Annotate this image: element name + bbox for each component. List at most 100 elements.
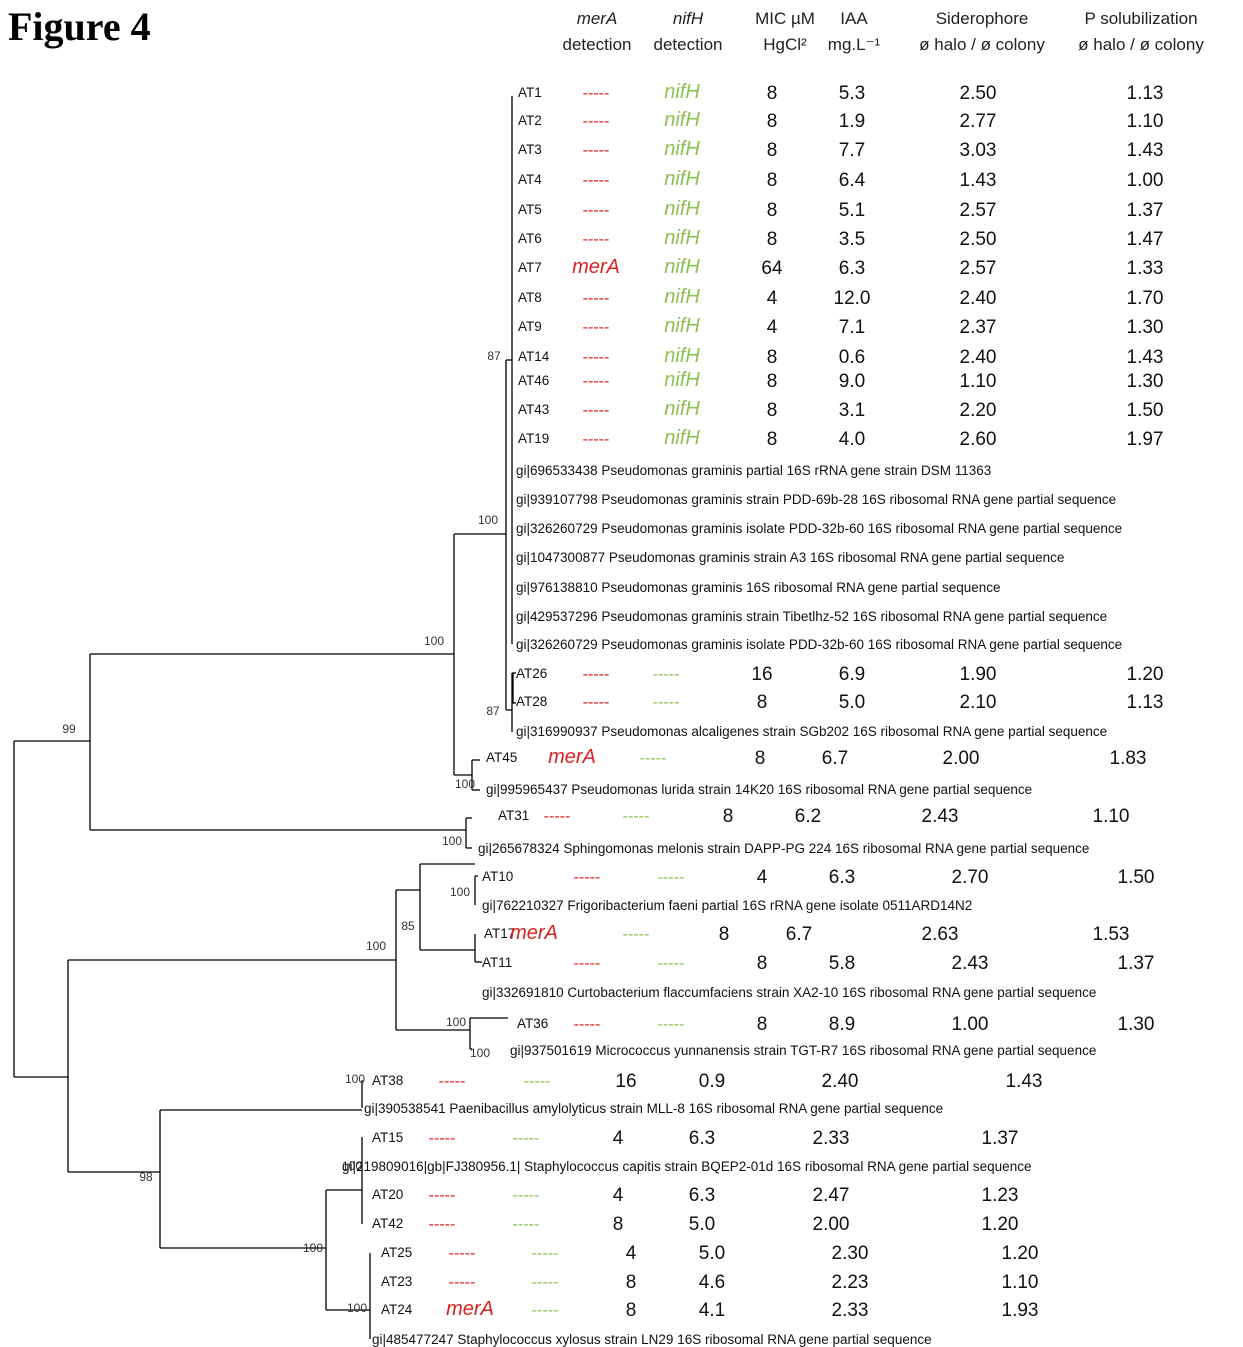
p-solubilization-value: 1.10	[1002, 1272, 1039, 1293]
column-headers: merA detection nifH detection MIC µM HgCl² IAA…	[563, 9, 1205, 54]
leaf-label: AT36	[517, 1016, 548, 1031]
header-iaa-line1: IAA	[840, 9, 868, 28]
bootstrap-value: 85	[401, 919, 415, 933]
iaa-value: 7.1	[839, 317, 865, 338]
siderophore-value: 2.50	[960, 229, 997, 250]
siderophore-value: 2.43	[922, 806, 959, 827]
iaa-value: 5.0	[689, 1214, 715, 1235]
mera-absent: -----	[583, 694, 610, 711]
mic-value: 16	[615, 1071, 636, 1092]
siderophore-value: 1.10	[960, 371, 997, 392]
leaf-label: gi|976138810 Pseudomonas graminis 16S ri…	[516, 580, 1001, 595]
mera-absent: -----	[583, 142, 610, 159]
bootstrap-value: 100	[347, 1301, 367, 1315]
iaa-value: 6.7	[786, 924, 812, 945]
nifh-absent: -----	[513, 1216, 540, 1233]
mic-value: 4	[613, 1185, 624, 1206]
nifh-detected: nifH	[664, 315, 700, 337]
mic-value: 8	[767, 429, 778, 450]
iaa-value: 3.5	[839, 229, 865, 250]
bootstrap-value: 98	[139, 1170, 153, 1184]
nifh-detected: nifH	[664, 81, 700, 103]
leaf-row: gi|219809016|gb|FJ380956.1| Staphylococc…	[342, 1159, 1031, 1174]
mic-value: 8	[613, 1214, 624, 1235]
header-phos-line2: ø halo / ø colony	[1078, 35, 1204, 54]
mera-absent: -----	[583, 349, 610, 366]
iaa-value: 3.1	[839, 400, 865, 421]
mic-value: 8	[757, 1014, 768, 1035]
iaa-value: 5.8	[829, 953, 855, 974]
mic-value: 4	[613, 1128, 624, 1149]
mera-absent: -----	[583, 431, 610, 448]
mera-absent: -----	[583, 202, 610, 219]
leaf-label: gi|995965437 Pseudomonas lurida strain 1…	[486, 782, 1032, 797]
mic-value: 8	[767, 111, 778, 132]
nifh-absent: -----	[658, 869, 685, 886]
tree-branches	[13, 96, 516, 1339]
header-sid-line1: Siderophore	[936, 9, 1029, 28]
leaf-row: gi|429537296 Pseudomonas graminis strain…	[516, 609, 1107, 624]
leaf-row: AT11 ----- ----- 8 5.8 2.43 1.37	[482, 953, 1154, 974]
p-solubilization-value: 1.43	[1127, 140, 1164, 161]
leaf-label: AT6	[518, 231, 542, 246]
leaf-row: AT19 ----- nifH 8 4.0 2.60 1.97	[518, 427, 1163, 450]
nifh-absent: -----	[653, 666, 680, 683]
leaf-label: AT23	[381, 1274, 412, 1289]
siderophore-value: 2.23	[832, 1272, 869, 1293]
mera-absent: -----	[583, 290, 610, 307]
mera-detected: merA	[572, 256, 620, 278]
siderophore-value: 2.60	[960, 429, 997, 450]
bootstrap-value: 100	[455, 777, 475, 791]
mera-absent: -----	[583, 172, 610, 189]
nifh-absent: -----	[532, 1302, 559, 1319]
iaa-value: 6.2	[795, 806, 821, 827]
p-solubilization-value: 1.30	[1127, 317, 1164, 338]
leaf-label: AT1	[518, 85, 542, 100]
siderophore-value: 1.00	[952, 1014, 989, 1035]
leaf-label: gi|390538541 Paenibacillus amylolyticus …	[364, 1101, 943, 1116]
leaf-label: gi|326260729 Pseudomonas graminis isolat…	[516, 637, 1122, 652]
mic-value: 8	[767, 371, 778, 392]
mera-absent: -----	[583, 85, 610, 102]
p-solubilization-value: 1.43	[1127, 347, 1164, 368]
mera-absent: -----	[583, 319, 610, 336]
iaa-value: 6.9	[839, 664, 865, 685]
leaf-label: AT17	[484, 926, 515, 941]
p-solubilization-value: 1.50	[1118, 867, 1155, 888]
iaa-value: 0.9	[699, 1071, 725, 1092]
iaa-value: 6.3	[689, 1185, 715, 1206]
mera-detected: merA	[446, 1298, 494, 1320]
bootstrap-value: 100	[424, 634, 444, 648]
leaf-row: AT14 ----- nifH 8 0.6 2.40 1.43	[518, 345, 1163, 368]
header-mic-line2: HgCl²	[763, 35, 807, 54]
mic-value: 64	[761, 258, 783, 279]
bootstrap-value: 100	[366, 939, 386, 953]
header-nifh-line1: nifH	[673, 9, 704, 28]
siderophore-value: 2.40	[822, 1071, 859, 1092]
leaf-row: AT4 ----- nifH 8 6.4 1.43 1.00	[518, 168, 1163, 191]
leaf-row: AT10 ----- ----- 4 6.3 2.70 1.50	[482, 867, 1154, 888]
nifh-detected: nifH	[664, 345, 700, 367]
siderophore-value: 2.77	[960, 111, 997, 132]
nifh-detected: nifH	[664, 256, 700, 278]
leaf-label: gi|696533438 Pseudomonas graminis partia…	[516, 463, 991, 478]
leaf-label: gi|332691810 Curtobacterium flaccumfacie…	[482, 985, 1096, 1000]
nifh-detected: nifH	[664, 286, 700, 308]
leaf-row: AT3 ----- nifH 8 7.7 3.03 1.43	[518, 138, 1163, 161]
siderophore-value: 2.57	[960, 200, 997, 221]
leaf-row: AT15 ----- ----- 4 6.3 2.33 1.37	[372, 1128, 1018, 1149]
leaf-label: AT45	[486, 750, 517, 765]
p-solubilization-value: 1.20	[1002, 1243, 1039, 1264]
leaf-row: AT7 merA nifH 64 6.3 2.57 1.33	[518, 256, 1163, 279]
siderophore-value: 1.43	[960, 170, 997, 191]
siderophore-value: 2.50	[960, 83, 997, 104]
nifh-absent: -----	[658, 1016, 685, 1033]
siderophore-value: 2.33	[832, 1300, 869, 1321]
p-solubilization-value: 1.47	[1127, 229, 1164, 250]
leaf-row: AT1 ----- nifH 8 5.3 2.50 1.13	[518, 81, 1163, 104]
mic-value: 8	[626, 1300, 637, 1321]
siderophore-value: 2.47	[813, 1185, 850, 1206]
leaf-row: AT46 ----- nifH 8 9.0 1.10 1.30	[518, 369, 1163, 392]
iaa-value: 6.3	[689, 1128, 715, 1149]
leaf-row: AT9 ----- nifH 4 7.1 2.37 1.30	[518, 315, 1163, 338]
